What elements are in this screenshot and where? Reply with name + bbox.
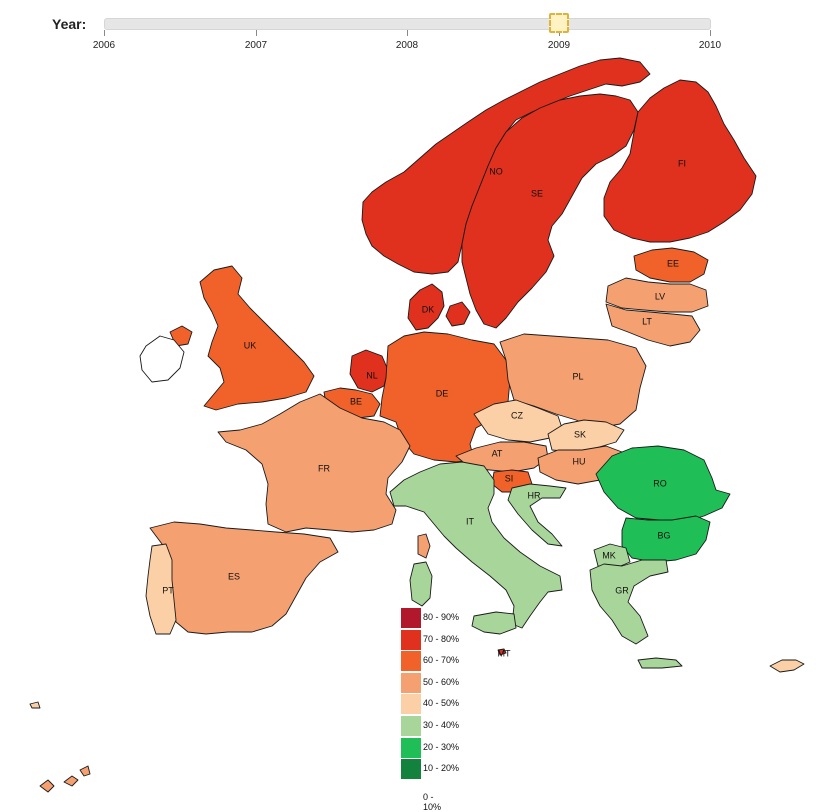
country-label-EE: EE (667, 258, 679, 268)
year-slider-handle[interactable] (549, 13, 569, 33)
country-IT-sardinia[interactable] (409, 561, 433, 607)
country-label-RO: RO (653, 478, 667, 488)
legend-label: 50 - 60% (423, 676, 460, 687)
tick-mark-2007 (256, 30, 257, 36)
legend-label: 80 - 90% (423, 612, 460, 622)
country-label-FI: FI (678, 158, 686, 168)
legend-swatch (401, 651, 421, 672)
tick-mark-2006 (104, 30, 105, 36)
country-NO[interactable] (361, 57, 651, 275)
country-label-HR: HR (528, 490, 541, 500)
country-CY[interactable] (769, 659, 805, 673)
legend-label: 40 - 50% (423, 698, 460, 709)
country-IT-sicily[interactable] (471, 611, 517, 635)
country-LT[interactable] (605, 303, 701, 347)
legend-label: 70 - 80% (423, 633, 460, 644)
year-slider-label: Year: (52, 16, 87, 32)
country-DK[interactable] (407, 283, 445, 331)
country-MK[interactable] (593, 543, 631, 569)
legend-swatch (401, 672, 421, 693)
country-label-ES: ES (228, 571, 240, 581)
country-label-GR: GR (615, 585, 629, 595)
country-label-NL: NL (366, 370, 378, 380)
country-IT[interactable] (389, 461, 563, 629)
country-label-LT: LT (642, 316, 652, 326)
legend-swatch (401, 629, 421, 650)
year-tick-2007[interactable]: 2007 (244, 40, 268, 51)
year-tick-2006[interactable]: 2006 (92, 40, 116, 51)
country-label-LV: LV (655, 291, 665, 301)
legend-swatch (401, 608, 421, 628)
country-FR-corsica[interactable] (417, 533, 431, 559)
country-label-AT: AT (492, 448, 503, 458)
year-tick-2010[interactable]: 2010 (698, 40, 722, 51)
country-GR-crete[interactable] (637, 657, 683, 669)
legend-swatch (401, 759, 421, 780)
legend-label: 60 - 70% (423, 655, 460, 666)
country-label-PT: PT (162, 585, 174, 595)
country-MT[interactable] (497, 648, 507, 656)
tick-mark-2010 (710, 30, 711, 36)
tick-mark-2008 (407, 30, 408, 36)
country-ES-canaries-3[interactable] (79, 765, 91, 777)
country-PT-madeira[interactable] (29, 701, 41, 709)
country-UK[interactable] (199, 265, 315, 411)
country-label-MK: MK (602, 550, 616, 560)
legend-swatch (401, 694, 421, 715)
legend-swatch (401, 737, 421, 758)
country-DE[interactable] (379, 331, 511, 463)
country-label-UK: UK (244, 340, 257, 350)
legend-label: 10 - 20% (423, 763, 460, 774)
country-label-BE: BE (350, 396, 362, 406)
year-tick-2009[interactable]: 2009 (547, 40, 571, 51)
country-GR[interactable] (589, 559, 669, 645)
country-PL[interactable] (499, 333, 647, 429)
country-label-DK: DK (422, 304, 435, 314)
legend-label-last: 0 - 10% (423, 792, 442, 812)
country-label-BG: BG (657, 530, 670, 540)
country-label-HU: HU (573, 456, 586, 466)
country-LV[interactable] (605, 277, 709, 313)
country-label-NO: NO (489, 166, 503, 176)
country-ES-canaries-2[interactable] (63, 775, 79, 787)
country-FR[interactable] (217, 393, 411, 533)
country-label-DE: DE (436, 388, 449, 398)
country-PT[interactable] (145, 543, 177, 635)
country-label-PL: PL (572, 371, 583, 381)
country-label-FR: FR (318, 463, 330, 473)
tick-mark-2009 (559, 30, 560, 36)
country-label-MT: MT (498, 648, 511, 658)
year-tick-2008[interactable]: 2008 (395, 40, 419, 51)
country-BG[interactable] (621, 515, 711, 563)
country-label-SE: SE (531, 188, 543, 198)
country-label-SI: SI (505, 473, 514, 483)
country-EE[interactable] (633, 247, 709, 283)
country-FI[interactable] (603, 79, 757, 243)
country-SE[interactable] (461, 93, 639, 329)
legend-label: 20 - 30% (423, 741, 460, 752)
country-label-CZ: CZ (511, 410, 523, 420)
legend-label: 30 - 40% (423, 719, 460, 730)
country-HR[interactable] (507, 483, 567, 547)
country-RO[interactable] (595, 445, 731, 523)
country-ES-canaries-1[interactable] (39, 779, 55, 793)
country-IE[interactable] (139, 335, 185, 383)
country-label-SK: SK (574, 429, 586, 439)
country-label-IT: IT (466, 516, 475, 526)
country-ES[interactable] (149, 521, 339, 635)
legend-swatch (401, 715, 421, 736)
country-DK-islands[interactable] (445, 301, 471, 327)
